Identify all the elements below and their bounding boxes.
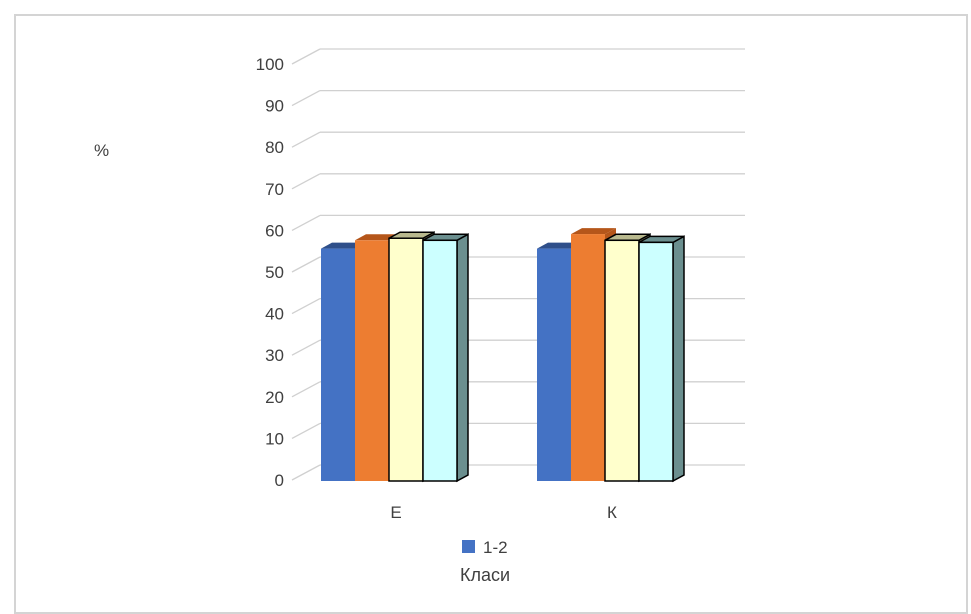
gridline-diagonal	[291, 256, 321, 273]
gridline-diagonal	[291, 339, 321, 356]
y-tick-label: 10	[265, 429, 284, 448]
gridline-diagonal	[291, 48, 321, 65]
y-axis-ticks: 0 10 20 30 40 50 60 70 80 90 100	[256, 55, 284, 490]
y-axis-label: %	[94, 141, 109, 160]
x-axis-label: Класи	[460, 565, 510, 585]
gridline-diagonal	[291, 90, 321, 107]
gridline-diagonal	[291, 422, 321, 439]
legend: 1-2	[462, 538, 508, 557]
bar	[422, 233, 469, 483]
y-tick-label: 50	[265, 263, 284, 282]
gridline-diagonal	[291, 214, 321, 231]
y-tick-label: 30	[265, 346, 284, 365]
y-tick-label: 80	[265, 138, 284, 157]
y-tick-label: 90	[265, 97, 284, 116]
y-tick-label: 60	[265, 221, 284, 240]
y-tick-label: 100	[256, 55, 284, 74]
y-tick-label: 40	[265, 305, 284, 324]
gridline-diagonal	[291, 464, 321, 481]
x-tick-label: К	[607, 503, 617, 522]
gridline-diagonal	[291, 298, 321, 315]
chart-area	[14, 14, 968, 614]
gridline-diagonal	[291, 381, 321, 398]
x-tick-label: Е	[390, 503, 401, 522]
y-tick-label: 70	[265, 180, 284, 199]
y-tick-label: 0	[275, 471, 284, 490]
legend-swatch	[462, 540, 475, 553]
legend-label: 1-2	[483, 538, 508, 557]
y-tick-label: 20	[265, 388, 284, 407]
gridline-diagonal	[291, 173, 321, 190]
bar	[638, 235, 685, 483]
gridline-diagonal	[291, 131, 321, 148]
bars	[321, 228, 685, 483]
